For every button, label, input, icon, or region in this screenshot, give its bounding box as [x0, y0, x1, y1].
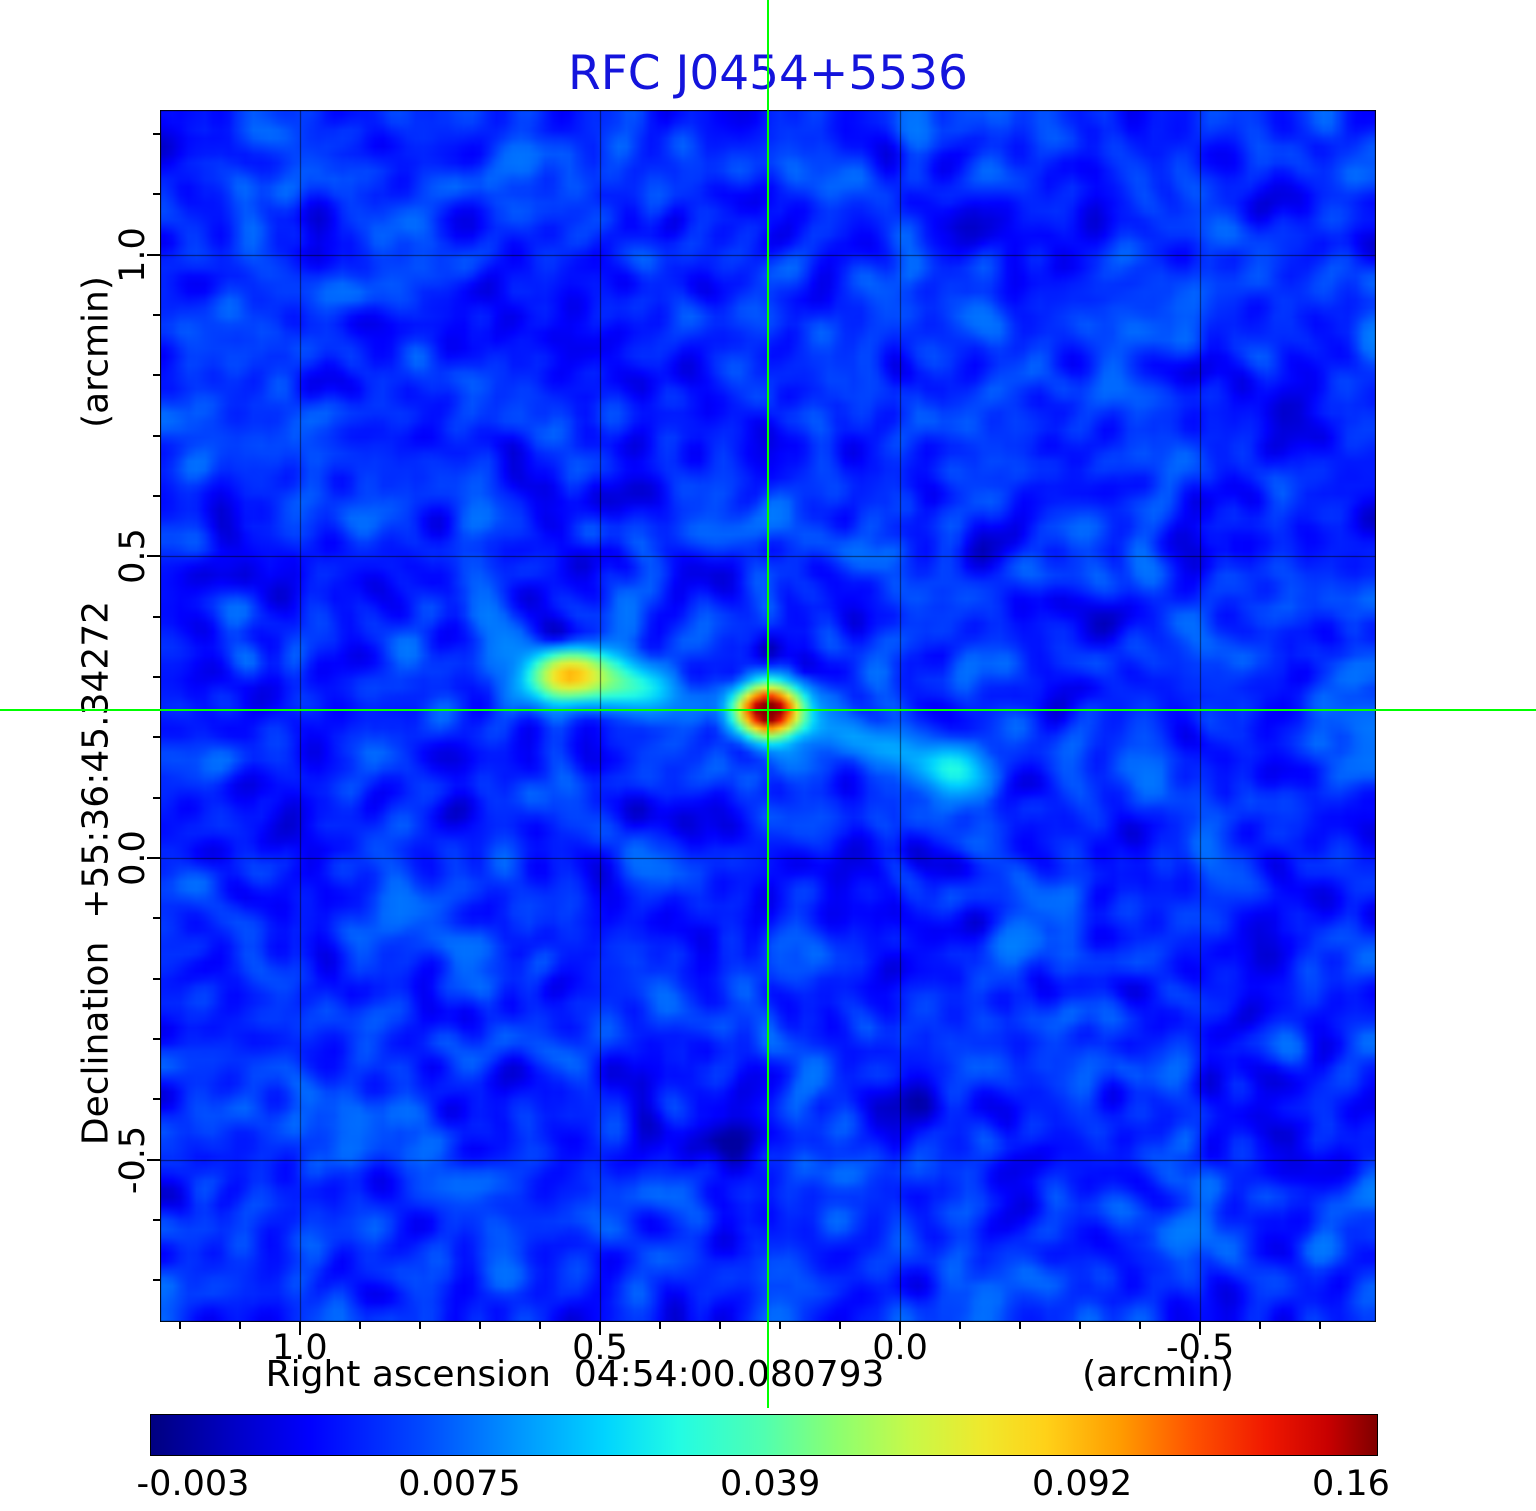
- y-minor-tick-mark: [153, 615, 160, 618]
- x-minor-tick-mark: [959, 1322, 962, 1329]
- y-minor-tick-mark: [153, 1279, 160, 1282]
- y-tick-mark: [147, 857, 160, 860]
- y-axis-label: Declination +55:36:45.34272: [75, 600, 117, 1146]
- y-minor-tick-mark: [153, 796, 160, 799]
- x-minor-tick-mark: [839, 1322, 842, 1329]
- colorbar: [150, 1414, 1378, 1456]
- colorbar-tick-label: 0.092: [1031, 1464, 1133, 1504]
- y-axis-unit-label: (arcmin): [75, 276, 117, 428]
- y-minor-tick-mark: [153, 977, 160, 980]
- x-minor-tick-mark: [178, 1322, 181, 1329]
- y-minor-tick-mark: [153, 676, 160, 679]
- x-minor-tick-mark: [779, 1322, 781, 1329]
- colorbar-tick-label: 0.039: [720, 1464, 821, 1504]
- y-tick-mark: [147, 555, 160, 558]
- y-minor-tick-mark: [153, 736, 160, 739]
- x-minor-tick-mark: [658, 1322, 661, 1329]
- y-minor-tick-mark: [153, 1098, 160, 1101]
- y-minor-tick-mark: [153, 193, 160, 196]
- x-minor-tick-mark: [718, 1322, 721, 1329]
- x-minor-tick-mark: [358, 1322, 361, 1329]
- x-tick-mark: [899, 1322, 902, 1335]
- x-minor-tick-mark: [1259, 1322, 1262, 1329]
- x-minor-tick-mark: [1079, 1322, 1082, 1329]
- y-minor-tick-mark: [153, 133, 160, 136]
- x-tick-mark: [1199, 1322, 1202, 1335]
- x-minor-tick-mark: [1019, 1322, 1022, 1329]
- colorbar-tick-label: 0.0075: [398, 1464, 521, 1504]
- x-minor-tick-mark: [478, 1322, 481, 1329]
- x-minor-tick-mark: [1319, 1322, 1322, 1329]
- x-axis-label: Right ascension 04:54:00.080793: [265, 1354, 885, 1395]
- colorbar-tick-label: 0.16: [1312, 1464, 1390, 1504]
- y-minor-tick-mark: [153, 314, 160, 317]
- y-minor-tick-mark: [153, 1219, 160, 1222]
- y-tick-mark: [147, 1158, 160, 1161]
- x-minor-tick-mark: [1139, 1322, 1142, 1329]
- y-minor-tick-mark: [153, 495, 160, 498]
- y-minor-tick-mark: [153, 434, 160, 437]
- figure-title: RFC J0454+5536: [568, 46, 968, 101]
- x-minor-tick-mark: [538, 1322, 541, 1329]
- x-axis-unit-label: (arcmin): [1082, 1354, 1234, 1395]
- crosshair-vertical-line: [767, 0, 769, 1408]
- x-minor-tick-mark: [418, 1322, 421, 1329]
- y-minor-tick-mark: [153, 1038, 160, 1041]
- y-minor-tick-mark: [153, 917, 160, 920]
- y-minor-tick-mark: [153, 374, 160, 377]
- colorbar-tick-label: -0.003: [136, 1464, 250, 1504]
- y-tick-mark: [147, 253, 160, 256]
- x-tick-mark: [598, 1322, 601, 1335]
- x-minor-tick-mark: [238, 1322, 241, 1329]
- x-tick-mark: [298, 1322, 301, 1335]
